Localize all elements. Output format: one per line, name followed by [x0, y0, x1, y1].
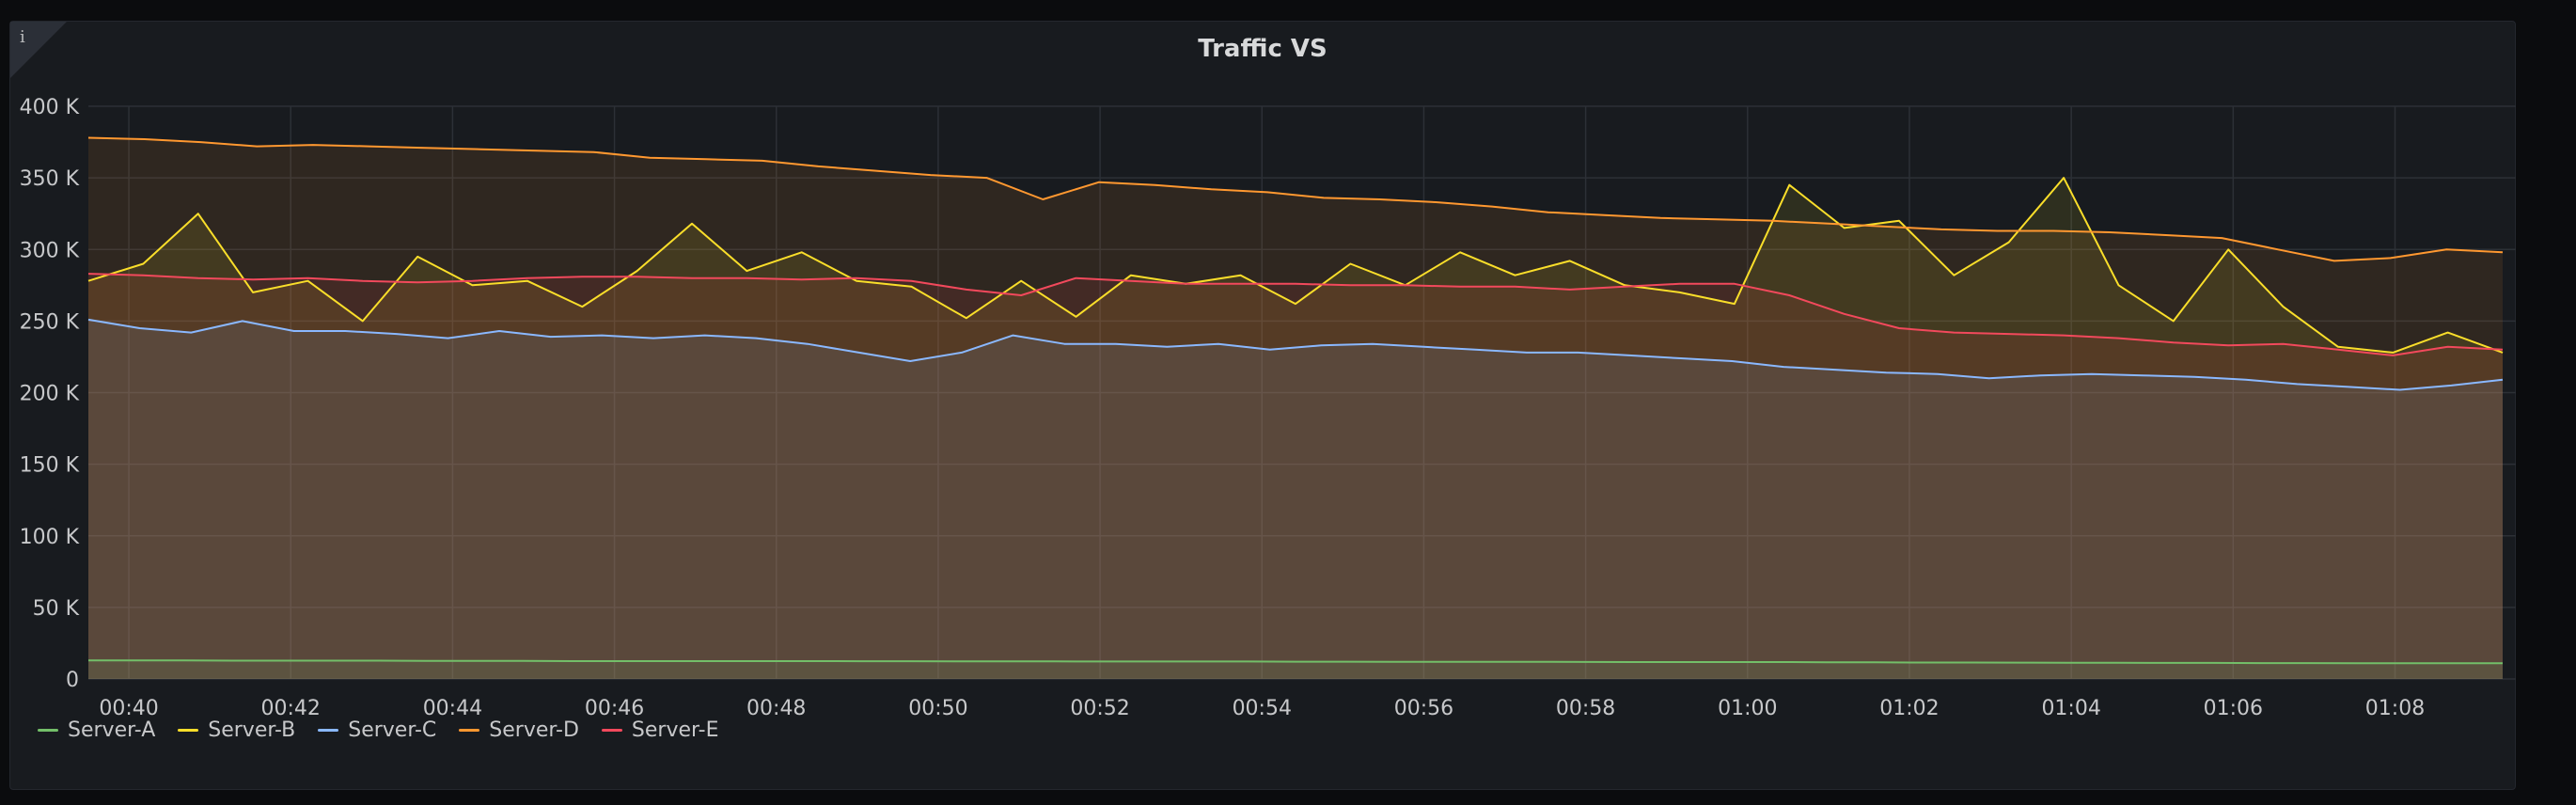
y-tick-label: 0: [66, 669, 79, 692]
y-tick-label: 300 K: [20, 239, 80, 262]
legend-swatch: [318, 729, 339, 732]
x-tick-label: 01:08: [2365, 697, 2425, 720]
legend-item-server-b[interactable]: Server-B: [178, 718, 295, 742]
chart-legend: Server-A Server-B Server-C Server-D Server-E: [38, 718, 718, 742]
x-tick-label: 01:06: [2204, 697, 2263, 720]
legend-swatch: [459, 729, 480, 732]
area-server-e: [88, 274, 2503, 679]
legend-item-server-d[interactable]: Server-D: [459, 718, 579, 742]
legend-label: Server-B: [208, 718, 296, 742]
chart-lines: [87, 136, 2504, 665]
x-tick-label: 00:56: [1394, 697, 1453, 720]
y-tick-label: 150 K: [20, 454, 80, 478]
legend-label: Server-C: [348, 718, 437, 742]
x-tick-label: 00:40: [99, 697, 158, 720]
series-line-server-c[interactable]: [87, 318, 2504, 391]
series-line-server-a[interactable]: [88, 659, 2503, 665]
area-server-d: [88, 137, 2503, 679]
area-server-a: [88, 660, 2503, 679]
x-tick-label: 00:44: [423, 697, 482, 720]
x-tick-label: 00:54: [1233, 697, 1292, 720]
series-line-server-d[interactable]: [87, 136, 2504, 262]
x-tick-label: 00:58: [1556, 697, 1615, 720]
panel-corner: [10, 22, 67, 78]
y-tick-label: 100 K: [20, 526, 80, 549]
y-tick-label: 350 K: [20, 167, 80, 191]
x-tick-label: 01:00: [1718, 697, 1777, 720]
legend-swatch: [38, 729, 58, 732]
area-server-b: [88, 178, 2503, 680]
x-tick-label: 00:42: [261, 697, 321, 720]
legend-item-server-a[interactable]: Server-A: [38, 718, 155, 742]
y-tick-label: 250 K: [20, 310, 80, 334]
legend-item-server-e[interactable]: Server-E: [601, 718, 719, 742]
x-tick-label: 01:02: [1879, 697, 1939, 720]
x-tick-label: 00:50: [908, 697, 967, 720]
legend-label: Server-E: [631, 718, 719, 742]
y-tick-label: 400 K: [20, 96, 80, 119]
x-tick-label: 00:46: [585, 697, 644, 720]
series-line-server-e[interactable]: [87, 273, 2504, 356]
legend-swatch: [601, 729, 622, 732]
y-tick-label: 200 K: [20, 383, 80, 406]
x-tick-label: 01:04: [2041, 697, 2100, 720]
y-tick-label: 50 K: [33, 597, 80, 621]
x-tick-label: 00:48: [746, 697, 806, 720]
chart-areas: [88, 137, 2503, 680]
legend-label: Server-D: [489, 718, 579, 742]
y-axis: 0 50 K 100 K 150 K 200 K 250 K 300 K 350 K 400 K: [20, 96, 80, 692]
legend-label: Server-A: [68, 718, 156, 742]
series-line-server-b[interactable]: [87, 177, 2504, 354]
chart-grid: [88, 105, 2516, 680]
legend-item-server-c[interactable]: Server-C: [318, 718, 436, 742]
area-server-c: [88, 319, 2503, 679]
x-axis: 00:40 00:42 00:44 00:46 00:48 00:50 00:52 00:54…: [99, 697, 2425, 720]
x-tick-label: 00:52: [1070, 697, 1129, 720]
legend-swatch: [178, 729, 199, 732]
info-icon[interactable]: i: [20, 27, 25, 47]
panel-title: Traffic VS: [1198, 35, 1327, 63]
